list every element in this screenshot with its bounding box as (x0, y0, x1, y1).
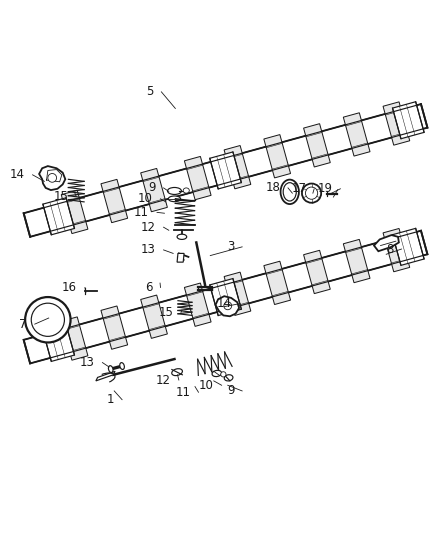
Text: 12: 12 (141, 221, 155, 233)
Text: 10: 10 (199, 379, 214, 392)
Ellipse shape (120, 362, 124, 369)
Polygon shape (343, 239, 370, 282)
Text: 11: 11 (176, 386, 191, 399)
Polygon shape (43, 198, 74, 235)
Polygon shape (264, 261, 290, 304)
Text: 3: 3 (227, 240, 234, 253)
Text: 15: 15 (158, 306, 173, 319)
Polygon shape (43, 325, 74, 361)
Circle shape (48, 174, 57, 182)
Polygon shape (39, 166, 65, 190)
Polygon shape (304, 124, 330, 167)
Polygon shape (96, 372, 115, 381)
Text: 13: 13 (141, 244, 155, 256)
Polygon shape (101, 306, 127, 349)
Circle shape (305, 187, 318, 199)
Ellipse shape (183, 188, 189, 193)
Polygon shape (264, 135, 290, 178)
Text: 13: 13 (80, 356, 95, 369)
Polygon shape (177, 253, 184, 262)
Polygon shape (61, 190, 88, 233)
Circle shape (224, 302, 232, 310)
Polygon shape (224, 146, 251, 189)
Ellipse shape (281, 180, 299, 204)
Polygon shape (61, 317, 88, 360)
Text: 14: 14 (10, 168, 25, 181)
Polygon shape (210, 279, 241, 316)
Text: 9: 9 (227, 384, 234, 398)
Polygon shape (101, 180, 127, 223)
Polygon shape (184, 157, 211, 200)
Polygon shape (392, 102, 424, 139)
Text: 18: 18 (265, 181, 280, 195)
Circle shape (25, 297, 71, 343)
Ellipse shape (167, 188, 181, 195)
Text: 6: 6 (145, 281, 152, 294)
Circle shape (221, 372, 226, 377)
Text: 10: 10 (138, 192, 152, 205)
Text: 19: 19 (318, 182, 332, 195)
Polygon shape (343, 113, 370, 156)
Text: 16: 16 (62, 281, 77, 294)
Text: 1: 1 (107, 393, 114, 406)
Text: 7: 7 (19, 318, 27, 330)
Ellipse shape (177, 234, 187, 239)
Polygon shape (383, 102, 410, 145)
Polygon shape (24, 104, 427, 237)
Ellipse shape (224, 375, 233, 381)
Ellipse shape (283, 183, 296, 201)
Polygon shape (141, 168, 167, 212)
Polygon shape (210, 152, 241, 189)
Text: 15: 15 (53, 190, 68, 203)
Text: 5: 5 (146, 85, 153, 99)
Circle shape (31, 303, 64, 336)
Ellipse shape (168, 196, 180, 201)
Ellipse shape (172, 369, 182, 376)
Polygon shape (215, 296, 239, 316)
Text: 14: 14 (217, 297, 232, 310)
Polygon shape (392, 228, 424, 265)
Polygon shape (24, 231, 427, 364)
Polygon shape (224, 272, 251, 316)
Text: 17: 17 (291, 182, 306, 195)
Polygon shape (141, 295, 167, 338)
Polygon shape (374, 235, 399, 251)
Text: 9: 9 (148, 181, 155, 195)
Text: 12: 12 (156, 374, 171, 386)
Ellipse shape (109, 366, 113, 373)
Circle shape (302, 183, 321, 203)
Text: 8: 8 (386, 243, 394, 255)
Ellipse shape (212, 370, 222, 377)
Polygon shape (184, 283, 211, 326)
Text: 11: 11 (134, 206, 149, 219)
Polygon shape (304, 251, 330, 294)
Polygon shape (383, 229, 410, 272)
